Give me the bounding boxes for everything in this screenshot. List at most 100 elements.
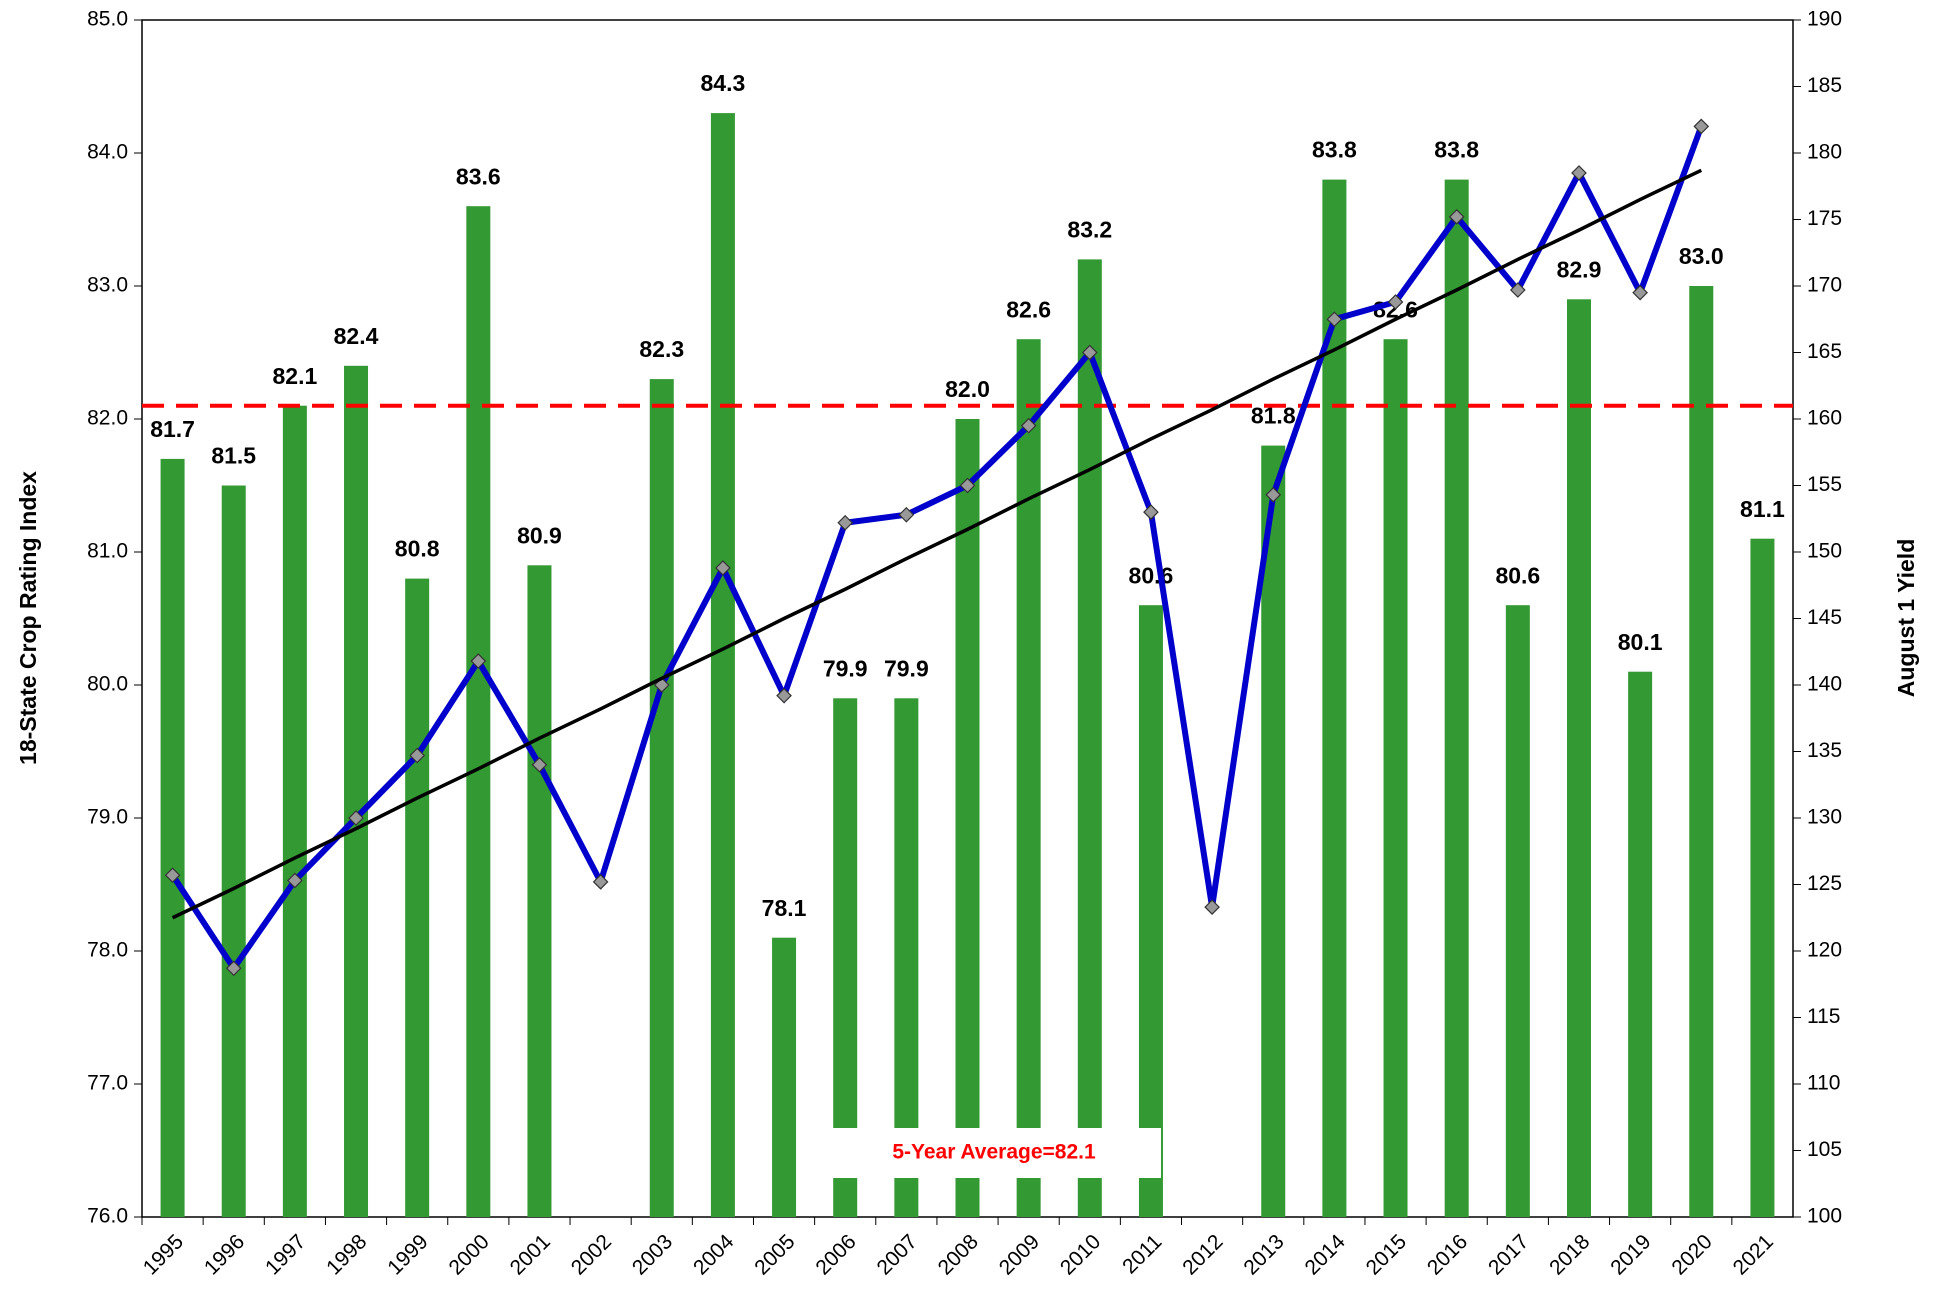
- bar: [1383, 339, 1408, 1217]
- y2-tick-label: 180: [1807, 141, 1842, 164]
- annotation-box: [828, 1128, 1161, 1178]
- data-label: 83.0: [1679, 243, 1724, 269]
- y2-tick-label: 150: [1807, 540, 1842, 563]
- marker: [470, 653, 487, 669]
- data-label: 83.6: [456, 163, 501, 189]
- marker: [1448, 208, 1465, 225]
- y-tick-label: 80.0: [87, 673, 128, 696]
- bar: [1261, 445, 1286, 1218]
- y-axis-label: 18-State Crop Rating Index: [15, 471, 41, 765]
- bar: [282, 405, 307, 1217]
- data-label: 80.9: [517, 522, 562, 548]
- y-tick-label: 83.0: [87, 274, 128, 297]
- data-label: 82.3: [639, 336, 684, 362]
- marker: [1387, 294, 1404, 310]
- marker: [348, 810, 364, 826]
- y2-tick-label: 120: [1807, 939, 1842, 962]
- y2-tick-label: 170: [1807, 274, 1842, 297]
- x-tick-label: 2018: [1545, 1230, 1594, 1279]
- y2-tick-label: 175: [1807, 207, 1842, 230]
- bar: [710, 113, 735, 1218]
- y2-tick-label: 130: [1807, 806, 1842, 829]
- data-label: 82.9: [1557, 256, 1602, 282]
- x-tick-label: 2008: [934, 1230, 983, 1279]
- data-label: 81.7: [150, 416, 195, 442]
- x-tick-label: 1995: [139, 1230, 188, 1279]
- y-tick-label: 81.0: [87, 540, 128, 563]
- bar: [772, 937, 797, 1217]
- y2-tick-label: 115: [1807, 1005, 1840, 1028]
- marker: [1509, 282, 1526, 298]
- x-tick-label: 2020: [1667, 1230, 1716, 1279]
- data-label: 82.4: [334, 323, 379, 349]
- x-tick-label: 2021: [1729, 1230, 1778, 1279]
- marker: [531, 756, 548, 773]
- line: [170, 125, 1705, 974]
- marker: [1693, 118, 1710, 135]
- x-tick-label: 2001: [506, 1230, 555, 1279]
- marker: [1020, 417, 1037, 434]
- y-tick-label: 82.0: [87, 407, 128, 430]
- bar: [344, 365, 369, 1217]
- x-tick-label: 2019: [1606, 1230, 1655, 1279]
- y2-tick-label: 145: [1807, 606, 1842, 629]
- x-tick-label: 2017: [1484, 1230, 1533, 1279]
- data-label: 82.1: [272, 363, 317, 389]
- marker: [592, 873, 609, 890]
- annotation: 5-Year Average=82.1: [892, 1141, 1096, 1164]
- y2-tick-label: 110: [1807, 1072, 1840, 1095]
- data-label: 81.5: [211, 443, 256, 469]
- data-label: 78.1: [762, 895, 807, 921]
- y2-tick-label: 165: [1807, 340, 1842, 363]
- line: [171, 168, 1703, 920]
- y-tick-label: 85.0: [87, 8, 128, 31]
- bar: [1077, 259, 1102, 1217]
- bar: [955, 419, 980, 1217]
- y2-tick-label: 185: [1807, 74, 1842, 97]
- data-label: 79.9: [884, 655, 929, 681]
- data-label: 80.8: [395, 536, 440, 562]
- marker: [653, 677, 670, 693]
- marker: [959, 477, 976, 494]
- x-tick-label: 2013: [1239, 1230, 1288, 1279]
- marker: [1081, 344, 1098, 361]
- x-tick-label: 1999: [383, 1230, 432, 1279]
- marker: [225, 960, 242, 977]
- y-tick-label: 84.0: [87, 141, 128, 164]
- x-tick-label: 2016: [1423, 1230, 1472, 1279]
- x-tick-label: 2006: [811, 1230, 860, 1279]
- x-tick-label: 2005: [750, 1230, 799, 1279]
- data-label: 80.6: [1495, 562, 1540, 588]
- x-tick-label: 2000: [444, 1230, 493, 1279]
- y2-tick-label: 190: [1807, 8, 1842, 31]
- y2-tick-label: 125: [1807, 872, 1842, 895]
- marker: [715, 560, 731, 576]
- marker: [1265, 486, 1282, 503]
- data-label: 83.2: [1067, 216, 1112, 242]
- marker: [837, 514, 854, 531]
- x-tick-label: 2007: [873, 1230, 922, 1279]
- y2-tick-label: 160: [1807, 407, 1842, 430]
- marker: [1571, 165, 1587, 181]
- x-tick-label: 2015: [1362, 1230, 1411, 1279]
- marker: [898, 506, 915, 523]
- x-tick-label: 1998: [322, 1230, 371, 1279]
- y2-tick-label: 100: [1807, 1205, 1842, 1228]
- y2-axis-label: August 1 Yield: [1893, 539, 1919, 697]
- bar: [1566, 299, 1591, 1217]
- x-tick-label: 1997: [261, 1230, 310, 1279]
- y2-tick-label: 135: [1807, 739, 1842, 762]
- bar: [221, 485, 246, 1217]
- x-tick-label: 2011: [1118, 1230, 1166, 1278]
- bar: [405, 578, 430, 1217]
- data-label: 80.1: [1618, 629, 1663, 655]
- x-tick-label: 2004: [689, 1230, 739, 1280]
- marker: [776, 687, 792, 704]
- bar: [1628, 671, 1653, 1217]
- marker: [1326, 311, 1343, 328]
- marker: [1143, 504, 1159, 520]
- bar: [1750, 538, 1775, 1217]
- data-label: 82.6: [1006, 296, 1051, 322]
- bar: [1689, 286, 1714, 1217]
